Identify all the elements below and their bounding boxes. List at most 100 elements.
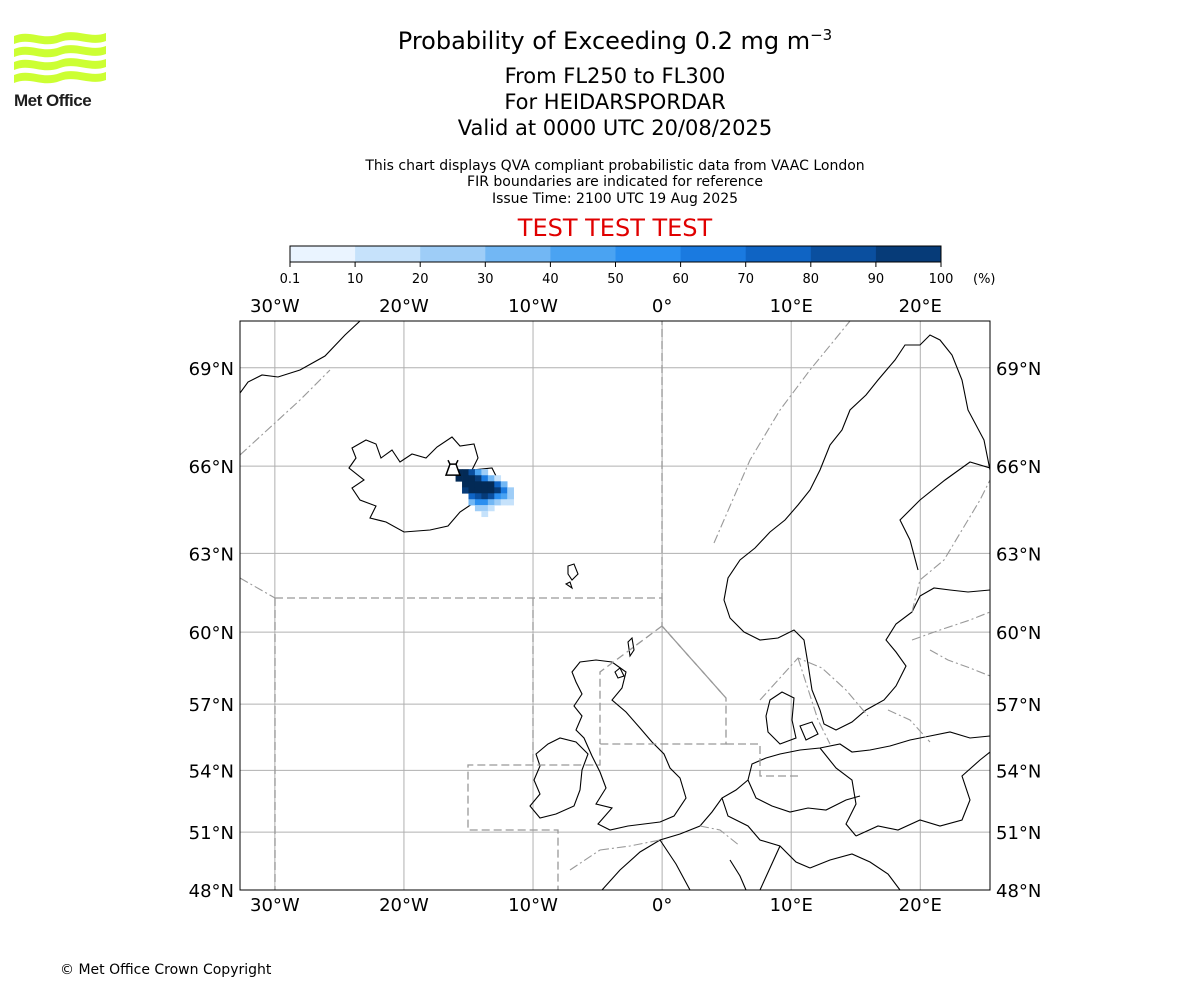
met-office-logo	[14, 32, 106, 84]
volcano-marker	[444, 459, 462, 476]
colorbar-tick-label: 10	[347, 272, 364, 287]
probability-cell	[494, 475, 502, 482]
lat-tick-label: 63°N	[996, 544, 1041, 565]
lon-tick-label: 20°W	[379, 895, 429, 916]
probability-cell	[468, 493, 476, 500]
probability-cell	[468, 475, 476, 482]
probability-cell	[494, 481, 502, 488]
colorbar: 0.1 10 20 30 40 50 60 70 80 90 100 (%)	[280, 245, 996, 287]
probability-cell	[494, 499, 502, 506]
test-banner: TEST TEST TEST	[517, 214, 713, 242]
lat-tick-label: 69°N	[189, 359, 234, 380]
lat-tick-label: 66°N	[189, 457, 234, 478]
colorbar-cell	[290, 246, 356, 262]
colorbar-unit: (%)	[973, 272, 996, 287]
chart-title-text: Probability of Exceeding 0.2 mg m	[397, 27, 811, 55]
probability-cell	[474, 469, 482, 476]
colorbar-tick-label: 100	[929, 272, 954, 287]
fir-boundaries-dashdot	[240, 321, 990, 871]
chart-title: Probability of Exceeding 0.2 mg m−3	[0, 27, 1200, 55]
lat-tick-label: 57°N	[996, 695, 1041, 716]
lon-tick-label: 0°	[652, 296, 672, 317]
probability-cell	[494, 493, 502, 500]
valid-time: Valid at 0000 UTC 20/08/2025	[457, 116, 773, 140]
volcano-name: For HEIDARSPORDAR	[504, 90, 726, 114]
logo-wave	[14, 58, 106, 71]
probability-cell	[500, 499, 508, 506]
probability-cell	[481, 499, 489, 506]
lon-tick-label: 20°W	[379, 296, 429, 317]
flight-level-range: From FL250 to FL300	[504, 64, 726, 88]
note-data-source: This chart displays QVA compliant probab…	[365, 158, 865, 174]
probability-cell	[494, 487, 502, 494]
logo-text: Met Office	[14, 91, 92, 110]
chart-title-superscript: −3	[810, 26, 833, 44]
probability-cell	[487, 475, 495, 482]
probability-cell	[500, 481, 508, 488]
colorbar-cell	[615, 246, 682, 262]
probability-cell	[487, 481, 495, 488]
volcano-icon	[444, 463, 462, 476]
issue-time: Issue Time: 2100 UTC 19 Aug 2025	[491, 191, 739, 207]
probability-cell	[481, 481, 489, 488]
lat-tick-label: 60°N	[189, 623, 234, 644]
probability-cell	[474, 493, 482, 500]
volcano-icon-plume	[447, 459, 459, 465]
lat-tick-label: 48°N	[189, 881, 234, 902]
copyright: © Met Office Crown Copyright	[60, 962, 272, 978]
lat-tick-label: 51°N	[996, 823, 1041, 844]
probability-cell	[468, 487, 476, 494]
colorbar-cell	[745, 246, 812, 262]
colorbar-cell	[420, 246, 486, 262]
logo-wave	[14, 71, 106, 84]
lat-tick-label: 66°N	[996, 457, 1041, 478]
lat-tick-label: 63°N	[189, 544, 234, 565]
colorbar-tick-label: 90	[868, 272, 885, 287]
lon-tick-label: 0°	[652, 895, 672, 916]
probability-cell	[487, 493, 495, 500]
colorbar-cell	[680, 246, 747, 262]
lon-tick-label: 10°W	[508, 296, 558, 317]
lat-tick-label: 69°N	[996, 359, 1041, 380]
probability-cell	[500, 493, 508, 500]
colorbar-tick-label: 0.1	[280, 272, 300, 287]
probability-cell	[481, 475, 489, 482]
probability-cell	[507, 493, 514, 500]
probability-cell	[481, 487, 489, 494]
probability-cell	[468, 469, 476, 476]
logo-wave	[14, 45, 106, 58]
colorbar-cell	[485, 246, 551, 262]
map-frame	[239, 320, 991, 891]
lon-tick-label: 10°E	[770, 895, 813, 916]
probability-cell	[462, 475, 469, 482]
lat-tick-label: 54°N	[189, 761, 234, 782]
note-fir: FIR boundaries are indicated for referen…	[467, 174, 763, 190]
probability-cell	[507, 499, 514, 506]
probability-cell	[474, 499, 482, 506]
probability-cell	[500, 487, 508, 494]
colorbar-tick-label: 50	[607, 272, 624, 287]
colorbar-tick-label: 80	[803, 272, 820, 287]
probability-cell	[487, 499, 495, 506]
lon-tick-label: 30°W	[250, 895, 300, 916]
probability-cell	[481, 505, 489, 512]
probability-cell	[462, 481, 469, 488]
probability-cell	[474, 481, 482, 488]
lon-tick-label: 30°W	[250, 296, 300, 317]
probability-cell	[468, 499, 476, 506]
probability-cell	[487, 487, 495, 494]
probability-cell	[462, 469, 469, 476]
lon-tick-label: 20°E	[899, 296, 942, 317]
lat-tick-label: 51°N	[189, 823, 234, 844]
probability-cell	[462, 487, 469, 494]
colorbar-cell	[810, 246, 877, 262]
probability-cell	[481, 493, 489, 500]
colorbar-tick-label: 40	[542, 272, 559, 287]
lon-tick-label: 10°W	[508, 895, 558, 916]
probability-cell	[487, 505, 495, 512]
colorbar-tick-label: 60	[672, 272, 689, 287]
colorbar-tick-label: 30	[477, 272, 494, 287]
lat-tick-label: 60°N	[996, 623, 1041, 644]
lat-tick-label: 54°N	[996, 761, 1041, 782]
